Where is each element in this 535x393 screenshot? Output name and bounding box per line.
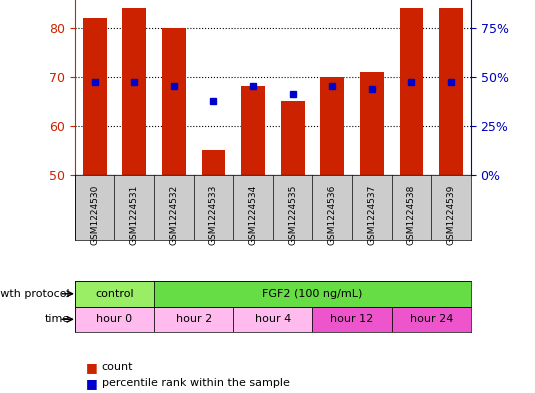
Bar	[202, 150, 225, 175]
Text: growth protocol: growth protocol	[0, 289, 70, 299]
Bar	[154, 281, 471, 307]
Bar	[241, 86, 265, 175]
Bar	[312, 307, 392, 332]
Bar	[281, 101, 304, 175]
Text: ■: ■	[86, 361, 97, 374]
Text: ■: ■	[86, 376, 97, 390]
Bar	[162, 28, 186, 175]
Text: hour 0: hour 0	[96, 314, 133, 324]
Text: GSM1224533: GSM1224533	[209, 185, 218, 245]
Text: hour 2: hour 2	[175, 314, 212, 324]
Text: time: time	[44, 314, 70, 324]
Bar	[75, 307, 154, 332]
Text: GSM1224536: GSM1224536	[328, 185, 337, 245]
Text: GSM1224534: GSM1224534	[249, 185, 257, 245]
Bar	[233, 307, 312, 332]
Text: hour 12: hour 12	[331, 314, 373, 324]
Text: GSM1224538: GSM1224538	[407, 185, 416, 245]
Text: count: count	[102, 362, 133, 373]
Text: GSM1224535: GSM1224535	[288, 185, 297, 245]
Bar	[123, 8, 146, 175]
Bar	[439, 8, 463, 175]
Text: hour 4: hour 4	[255, 314, 291, 324]
Text: control: control	[95, 289, 134, 299]
Text: percentile rank within the sample: percentile rank within the sample	[102, 378, 289, 388]
Bar	[83, 18, 106, 175]
Bar	[75, 281, 154, 307]
Text: GSM1224539: GSM1224539	[447, 185, 455, 245]
Text: hour 24: hour 24	[409, 314, 453, 324]
Bar	[392, 307, 471, 332]
Bar	[320, 77, 344, 175]
Bar	[400, 8, 423, 175]
Text: GSM1224530: GSM1224530	[90, 185, 99, 245]
Bar	[154, 307, 233, 332]
Text: FGF2 (100 ng/mL): FGF2 (100 ng/mL)	[262, 289, 363, 299]
Bar	[360, 72, 384, 175]
Text: GSM1224531: GSM1224531	[130, 185, 139, 245]
Text: GSM1224532: GSM1224532	[170, 185, 178, 245]
Text: GSM1224537: GSM1224537	[368, 185, 376, 245]
